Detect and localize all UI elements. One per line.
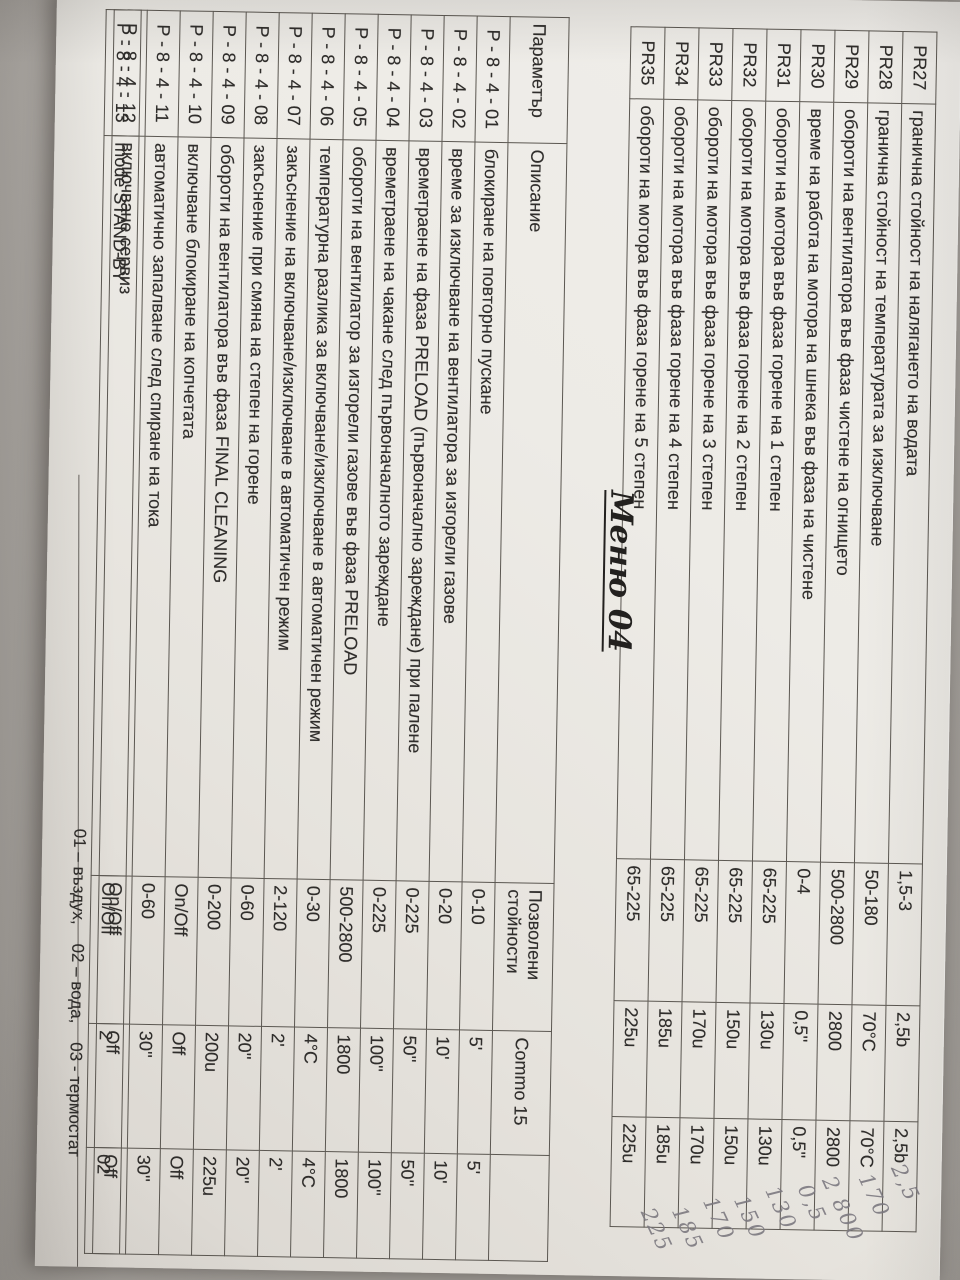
cell-val1: 20'': [226, 1025, 262, 1151]
header-empty: [488, 1154, 550, 1262]
cell-val1: 2800: [815, 1004, 852, 1121]
cell-val2: 02: [84, 1147, 122, 1254]
cell-val1: 4°C: [292, 1027, 328, 1152]
cell-param: P - 8 - 4 - 01: [474, 16, 511, 143]
cell-code: PR27: [901, 31, 937, 105]
cell-range: 65-225: [749, 860, 787, 1004]
cell-val2: 10': [422, 1153, 458, 1260]
handwritten-notes: 2,5 170 2 800 0,5 130 150 170 185 225: [630, 1158, 925, 1280]
cell-code: PR35: [629, 26, 666, 100]
cell-val1: 2': [259, 1026, 295, 1151]
cell-range: 0-225: [393, 880, 430, 1030]
cell-range: 2-120: [261, 878, 298, 1028]
cell-val2: 30'': [125, 1148, 161, 1255]
cell-code: PR29: [833, 30, 869, 103]
cell-param: P - 8 - 4 - 03: [408, 14, 445, 142]
cell-val1: 1800: [325, 1027, 361, 1153]
page-title: Меню 04: [600, 490, 640, 653]
cell-val1: 30'': [127, 1024, 163, 1149]
cell-val1: 130u: [747, 1002, 784, 1120]
cell-val2: 4°C: [290, 1150, 326, 1258]
cell-val1: 70°C: [849, 1004, 886, 1122]
cell-range: 65-225: [716, 860, 753, 1003]
cell-val1: 50'': [391, 1028, 427, 1154]
cell-param: P - 8 - 4 - 07: [277, 12, 313, 140]
cell-val1: 5': [457, 1029, 493, 1155]
cell-code: PR33: [697, 27, 734, 101]
cell-param: P - 8 - 4 - 09: [211, 11, 247, 138]
cell-param: P - 8 - 4 - 06: [310, 13, 346, 140]
cell-param: P - 8 - 4 - 02: [441, 15, 478, 143]
document-page: PR27 гранична стойност на налягането на в…: [34, 0, 960, 1280]
cell-val1: 150u: [713, 1002, 750, 1119]
cell-param: P - 8 - 4 - 08: [244, 12, 280, 139]
cell-param: P - 8 - 4 - 04: [375, 14, 412, 141]
header-commo15: Commo 15: [490, 1030, 552, 1156]
cell-param: P - 8 - 4 - 13: [104, 9, 142, 137]
cell-val1: Off: [160, 1024, 196, 1150]
cell-range: On/Off: [162, 876, 199, 1026]
cell-range: 0-20: [426, 881, 463, 1030]
cell-range: 65-225: [614, 858, 651, 1002]
cell-val1: 0,5'': [781, 1003, 818, 1121]
cell-code: PR28: [867, 30, 903, 104]
cell-range: 0-10: [459, 881, 496, 1031]
cell-val2: 100'': [356, 1152, 392, 1259]
cell-val1: 200u: [193, 1025, 229, 1150]
cell-val1: 2: [86, 1023, 124, 1149]
cell-range: 0-60: [228, 877, 265, 1027]
cell-code: PR30: [799, 29, 835, 103]
cell-param: P - 8 - 4 - 05: [343, 13, 379, 141]
cell-val1: 100'': [358, 1028, 394, 1153]
cell-val1: 225u: [611, 1000, 649, 1118]
cell-val1: 170u: [679, 1001, 717, 1119]
cell-val2: 1800: [323, 1151, 359, 1259]
header-parameter: Параметър: [507, 16, 570, 144]
cell-val2: 5': [455, 1153, 491, 1261]
pr-parameters-table: PR27 гранична стойност на налягането на в…: [610, 26, 938, 1232]
cell-range: 1,5-3: [885, 863, 923, 1006]
cell-val2: 50'': [389, 1152, 425, 1260]
cell-code: PR32: [731, 28, 767, 102]
cell-range: 65-225: [648, 859, 685, 1002]
cell-param: P - 8 - 4 - 11: [145, 10, 181, 137]
cell-range: 500-2800: [817, 862, 855, 1005]
cell-val2: 2': [257, 1150, 293, 1257]
menu04-parameters-table: Параметър Описание Позволени стойности C…: [92, 9, 570, 1262]
handwritten-note: 170: [853, 1169, 895, 1222]
cell-range: 65-225: [682, 859, 719, 1003]
cell-code: PR34: [663, 27, 700, 100]
cell-val2: Off: [158, 1148, 194, 1256]
cell-range: 0-225: [360, 880, 397, 1029]
cell-val2: 20'': [224, 1149, 260, 1257]
cell-range: 0-60: [129, 876, 166, 1025]
cell-range: 500-2800: [327, 879, 364, 1029]
cell-code: PR31: [765, 29, 801, 102]
cell-range: 0-200: [195, 877, 232, 1026]
handwritten-note: 2,5: [886, 1159, 925, 1206]
cell-val1: 10': [424, 1029, 460, 1154]
cell-range: 50-180: [851, 862, 889, 1006]
cell-val2: 225u: [191, 1149, 227, 1256]
cell-val1: 185u: [645, 1001, 683, 1118]
cell-range: On/Off: [88, 875, 127, 1025]
header-allowed-values: Позволени стойности: [492, 882, 555, 1032]
cell-param: P - 8 - 4 - 10: [178, 10, 214, 138]
cell-val1: 2,5b: [883, 1005, 920, 1122]
cell-range: 0-4: [783, 861, 821, 1005]
cell-range: 0-30: [294, 879, 331, 1028]
